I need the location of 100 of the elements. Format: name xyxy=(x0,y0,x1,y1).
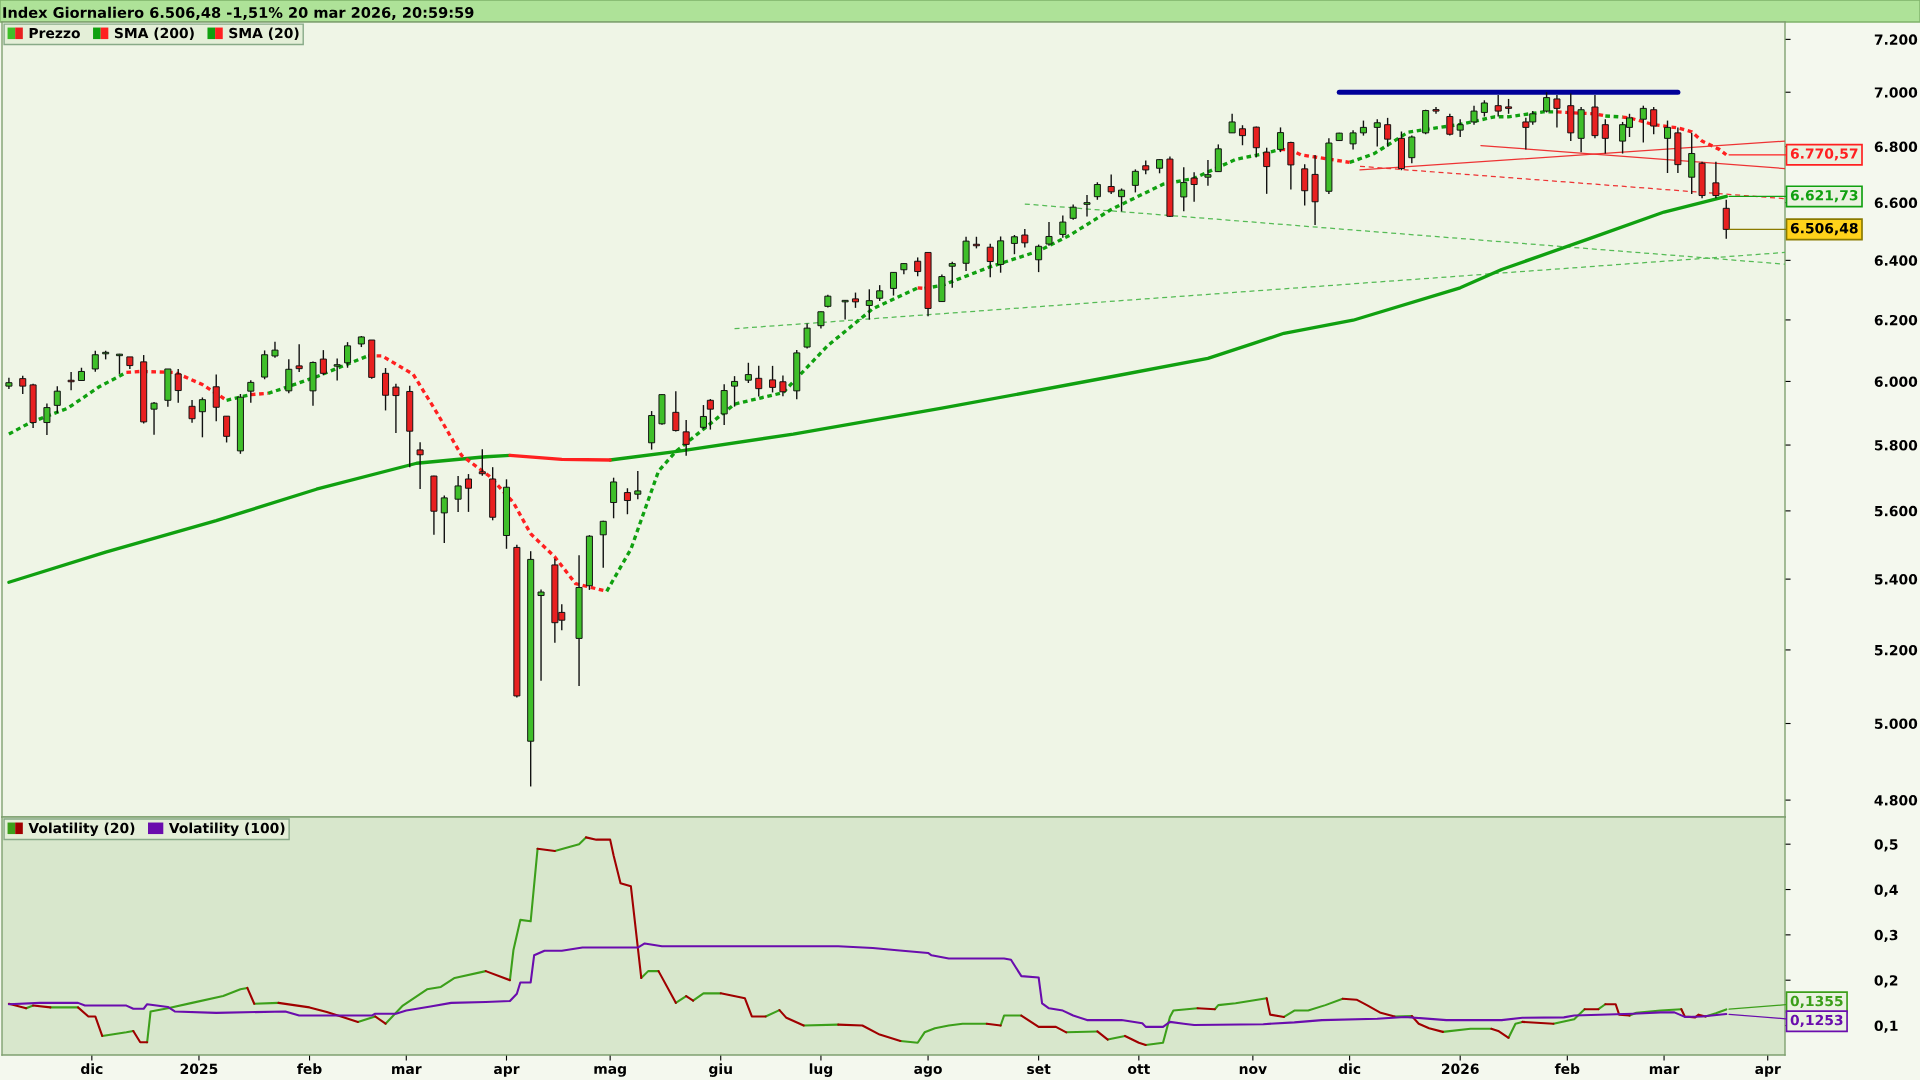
candlestick xyxy=(319,349,327,376)
candlestick xyxy=(706,398,714,431)
annotation: 0,1253 xyxy=(1790,1014,1843,1028)
candlestick xyxy=(537,588,545,682)
y-tick-label: 4.800 xyxy=(1874,795,1918,806)
candlestick xyxy=(43,402,51,436)
candlestick xyxy=(634,470,642,500)
x-tick-label: 2026 xyxy=(1441,1063,1479,1075)
candlestick xyxy=(769,365,777,394)
candlestick xyxy=(91,350,99,373)
candlestick xyxy=(682,419,690,457)
x-tick-label: set xyxy=(1027,1064,1051,1075)
x-tick-label: apr xyxy=(494,1066,520,1077)
candlestick xyxy=(962,236,970,272)
candlestick xyxy=(865,288,873,321)
y-tick-label: 6.800 xyxy=(1874,141,1918,153)
candlestick xyxy=(720,383,728,426)
candlestick xyxy=(1276,126,1285,153)
legend-label: Volatility (20) xyxy=(28,822,135,837)
y-tick-label: 7.000 xyxy=(1874,87,1918,98)
candlestick xyxy=(285,358,293,395)
candlestick xyxy=(1010,234,1018,255)
candlestick xyxy=(1301,163,1309,207)
candlestick xyxy=(333,357,341,382)
candlestick xyxy=(1107,173,1115,195)
y-tick-label: 5.400 xyxy=(1874,574,1918,585)
x-tick-label: mar xyxy=(392,1066,422,1075)
candlestick xyxy=(1263,147,1271,195)
candlestick xyxy=(1180,166,1188,212)
legend-label: Volatility (100) xyxy=(168,822,285,837)
candlestick xyxy=(1384,117,1392,148)
x-tick-label: mar xyxy=(1649,1066,1680,1075)
candlestick xyxy=(1118,187,1126,213)
candlestick xyxy=(1408,134,1416,164)
candlestick xyxy=(1204,159,1212,187)
candlestick xyxy=(344,341,352,369)
y-tick-label: 0,5 xyxy=(1874,839,1898,852)
candlestick xyxy=(174,368,182,404)
candlestick xyxy=(198,396,206,438)
x-tick-label: dic xyxy=(1338,1063,1361,1075)
candlestick xyxy=(803,322,811,350)
annotation: 6.770,57 xyxy=(1790,148,1858,161)
candlestick xyxy=(1553,94,1561,129)
candlestick xyxy=(1059,214,1067,239)
x-tick-label: giu xyxy=(709,1063,732,1077)
x-tick-label: mag xyxy=(594,1066,626,1077)
candlestick xyxy=(1083,194,1091,218)
y-tick-label: 0,3 xyxy=(1874,929,1898,943)
candlestick xyxy=(416,441,424,490)
y-tick-label: 5.200 xyxy=(1874,644,1918,656)
candlestick xyxy=(53,385,61,414)
candlestick xyxy=(454,475,462,513)
candlestick xyxy=(672,390,680,433)
candlestick xyxy=(1601,118,1609,155)
x-tick-label: apr xyxy=(1755,1066,1781,1077)
candlestick xyxy=(779,374,787,397)
y-tick-label: 6.600 xyxy=(1874,197,1918,209)
candlestick xyxy=(150,401,158,436)
candlestick xyxy=(261,349,269,380)
legend-label: SMA (200) xyxy=(114,27,194,40)
legend-label: Prezzo xyxy=(29,27,80,39)
candlestick xyxy=(599,519,607,569)
candlestick xyxy=(1190,171,1198,203)
candlestick xyxy=(392,382,400,434)
y-tick-label: 0,4 xyxy=(1874,884,1898,897)
candlestick xyxy=(478,448,486,477)
candlestick xyxy=(19,375,27,395)
x-tick-label: lug xyxy=(809,1063,833,1077)
candlestick xyxy=(1045,221,1053,247)
x-tick-label: nov xyxy=(1239,1066,1267,1075)
candlestick xyxy=(295,343,303,373)
y-tick-label: 5.600 xyxy=(1874,505,1918,517)
candlestick xyxy=(1664,119,1672,174)
candlestick xyxy=(731,375,739,408)
candlestick xyxy=(1639,104,1647,144)
x-tick-label: feb xyxy=(297,1063,322,1075)
candlestick xyxy=(755,365,763,398)
candlestick xyxy=(841,299,849,321)
candlestick xyxy=(1349,129,1357,151)
candlestick xyxy=(1722,199,1730,240)
candlestick xyxy=(1688,132,1696,195)
y-tick-label: 5.800 xyxy=(1874,440,1918,451)
candlestick xyxy=(464,473,472,513)
candlestick xyxy=(382,367,390,412)
annotation: 0,1355 xyxy=(1790,995,1843,1009)
candlestick xyxy=(1214,143,1222,173)
x-tick-label: dic xyxy=(81,1063,103,1075)
candlestick xyxy=(744,362,752,384)
candlestick xyxy=(1470,104,1478,126)
candlestick xyxy=(1287,140,1295,191)
candlestick xyxy=(986,243,994,278)
candlestick xyxy=(1712,161,1720,200)
candlestick xyxy=(1035,243,1043,273)
annotation: 6.621,73 xyxy=(1790,189,1858,203)
candlestick xyxy=(212,373,220,422)
candlestick xyxy=(699,404,707,430)
candlestick xyxy=(914,256,922,277)
candlestick xyxy=(1373,118,1381,148)
candlestick xyxy=(889,271,898,297)
candlestick xyxy=(1252,125,1260,159)
